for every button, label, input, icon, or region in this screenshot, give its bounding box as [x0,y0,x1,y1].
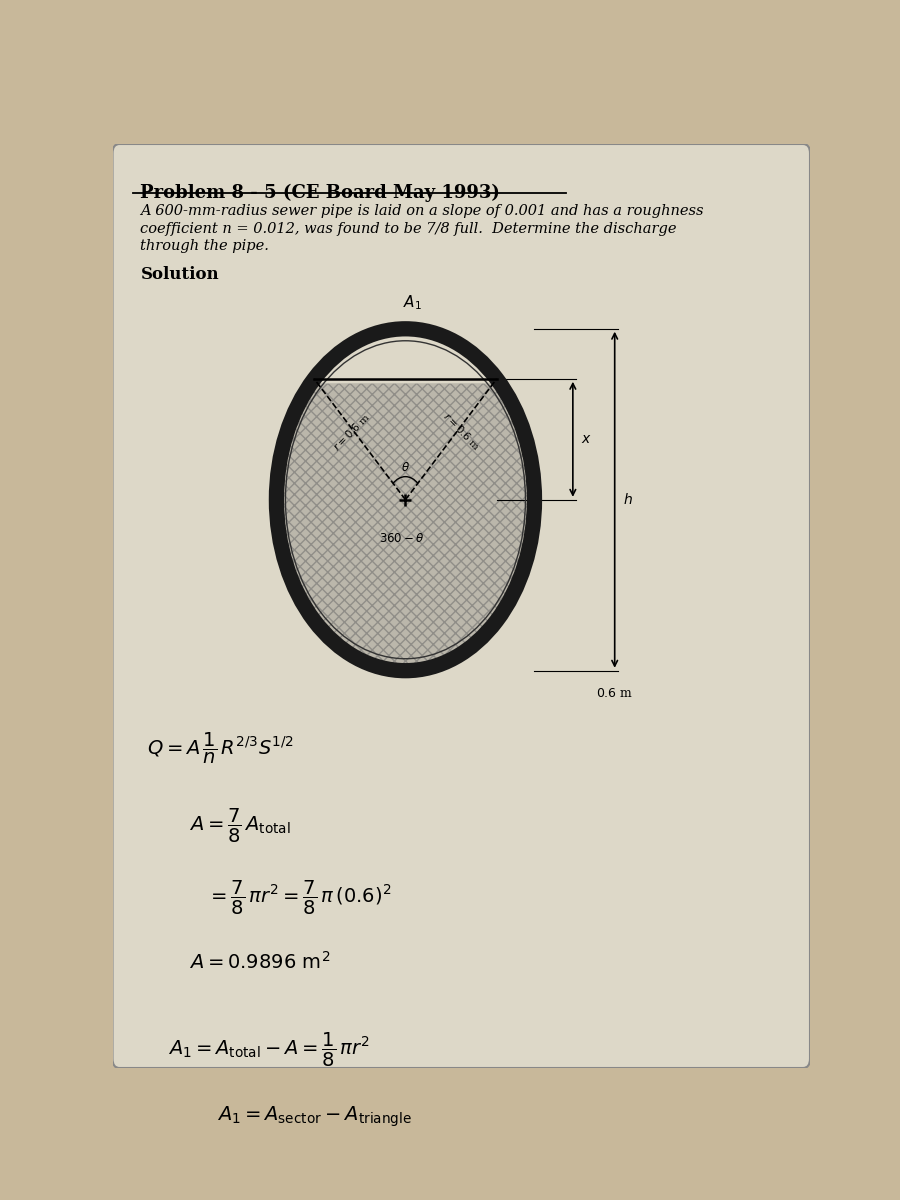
Text: Solution: Solution [140,266,219,283]
Text: through the pipe.: through the pipe. [140,239,269,253]
Text: A 600-mm-radius sewer pipe is laid on a slope of 0.001 and has a roughness: A 600-mm-radius sewer pipe is laid on a … [140,204,704,218]
Text: $A_1 = A_{\mathrm{total}} - A = \dfrac{1}{8}\,\pi r^2$: $A_1 = A_{\mathrm{total}} - A = \dfrac{1… [168,1031,370,1069]
Text: $r = 0.6$ m: $r = 0.6$ m [330,410,373,452]
Text: $Q = A\,\dfrac{1}{n}\,R^{2/3}S^{1/2}$: $Q = A\,\dfrac{1}{n}\,R^{2/3}S^{1/2}$ [148,731,294,766]
Text: $360 - \theta$: $360 - \theta$ [379,532,425,545]
Text: $\theta$: $\theta$ [401,461,410,474]
Text: $A_1$: $A_1$ [403,294,422,312]
Text: $x$: $x$ [581,432,592,446]
Text: coefficient n = 0.012, was found to be 7/8 full.  Determine the discharge: coefficient n = 0.012, was found to be 7… [140,222,677,235]
Text: $h$: $h$ [623,492,633,508]
Text: $r = 0.6$ m: $r = 0.6$ m [441,410,483,452]
Polygon shape [282,384,529,664]
Text: $A = 0.9896\ \mathrm{m}^2$: $A = 0.9896\ \mathrm{m}^2$ [189,950,330,972]
Text: Problem 8 - 5 (CE Board May 1993): Problem 8 - 5 (CE Board May 1993) [140,184,500,202]
Text: $0.6$ m: $0.6$ m [596,688,634,701]
FancyBboxPatch shape [112,144,810,1068]
Text: $A_1 = A_{\mathrm{sector}} - A_{\mathrm{triangle}}$: $A_1 = A_{\mathrm{sector}} - A_{\mathrm{… [217,1105,412,1129]
Text: $= \dfrac{7}{8}\,\pi r^2 = \dfrac{7}{8}\,\pi\,(0.6)^2$: $= \dfrac{7}{8}\,\pi r^2 = \dfrac{7}{8}\… [207,878,391,917]
Text: $A = \dfrac{7}{8}\,A_{\mathrm{total}}$: $A = \dfrac{7}{8}\,A_{\mathrm{total}}$ [189,806,291,845]
